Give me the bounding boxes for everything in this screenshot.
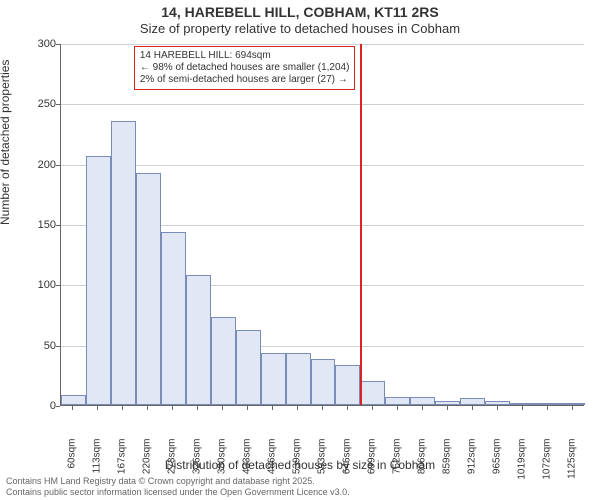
y-tick-mark [56, 406, 60, 407]
histogram-bar [510, 403, 535, 405]
marker-callout: 14 HAREBELL HILL: 694sqm← 98% of detache… [134, 46, 356, 90]
x-tick-mark [472, 406, 473, 410]
chart-title: 14, HAREBELL HILL, COBHAM, KT11 2RS [0, 4, 600, 20]
y-tick-label: 50 [16, 340, 56, 352]
x-tick-label: 113sqm [92, 439, 103, 489]
y-tick-mark [56, 225, 60, 226]
x-tick-label: 752sqm [391, 439, 402, 489]
x-tick-label: 1019sqm [516, 439, 527, 489]
histogram-bar [485, 401, 510, 405]
x-tick-label: 912sqm [466, 439, 477, 489]
histogram-bar [560, 403, 585, 405]
chart-title-block: 14, HAREBELL HILL, COBHAM, KT11 2RS Size… [0, 4, 600, 36]
x-tick-label: 220sqm [142, 439, 153, 489]
x-tick-label: 806sqm [416, 439, 427, 489]
x-tick-label: 380sqm [217, 439, 228, 489]
histogram-bar [61, 395, 86, 405]
x-tick-mark [372, 406, 373, 410]
callout-line: ← 98% of detached houses are smaller (1,… [140, 62, 350, 74]
y-tick-mark [56, 165, 60, 166]
histogram-bar [410, 397, 435, 405]
x-tick-label: 167sqm [117, 439, 128, 489]
x-tick-mark [522, 406, 523, 410]
y-tick-label: 100 [16, 279, 56, 291]
x-tick-mark [447, 406, 448, 410]
y-tick-label: 200 [16, 159, 56, 171]
x-tick-label: 273sqm [167, 439, 178, 489]
x-tick-mark [97, 406, 98, 410]
histogram-bar [360, 381, 385, 405]
histogram-bar [111, 121, 136, 405]
x-tick-mark [272, 406, 273, 410]
x-tick-mark [322, 406, 323, 410]
y-tick-mark [56, 44, 60, 45]
x-tick-label: 1072sqm [541, 439, 552, 489]
histogram-bar [211, 317, 236, 405]
y-tick-label: 150 [16, 219, 56, 231]
x-tick-label: 1125sqm [566, 439, 577, 489]
x-tick-mark [72, 406, 73, 410]
x-tick-mark [497, 406, 498, 410]
x-tick-mark [172, 406, 173, 410]
y-tick-mark [56, 104, 60, 105]
histogram-bar [86, 156, 111, 405]
x-tick-mark [347, 406, 348, 410]
x-tick-label: 60sqm [67, 439, 78, 489]
x-tick-mark [397, 406, 398, 410]
x-tick-mark [147, 406, 148, 410]
histogram-bar [535, 403, 560, 405]
chart-subtitle: Size of property relative to detached ho… [0, 21, 600, 36]
x-tick-mark [222, 406, 223, 410]
x-tick-label: 326sqm [192, 439, 203, 489]
marker-line [360, 44, 362, 405]
x-tick-label: 699sqm [366, 439, 377, 489]
x-tick-label: 859sqm [441, 439, 452, 489]
histogram-bar [435, 401, 460, 405]
histogram-bar [335, 365, 360, 405]
footer-line: Contains public sector information licen… [6, 487, 350, 498]
x-tick-mark [297, 406, 298, 410]
x-tick-label: 486sqm [267, 439, 278, 489]
x-tick-label: 646sqm [341, 439, 352, 489]
histogram-bar [161, 232, 186, 405]
histogram-bar [236, 330, 261, 405]
gridline [61, 44, 584, 45]
gridline [61, 165, 584, 166]
histogram-bar [460, 398, 485, 405]
y-tick-mark [56, 346, 60, 347]
x-tick-label: 539sqm [292, 439, 303, 489]
callout-line: 14 HAREBELL HILL: 694sqm [140, 50, 350, 62]
y-tick-mark [56, 285, 60, 286]
histogram-bar [261, 353, 286, 405]
gridline [61, 104, 584, 105]
histogram-bar [311, 359, 336, 405]
x-tick-mark [197, 406, 198, 410]
x-tick-mark [572, 406, 573, 410]
histogram-bar [286, 353, 311, 405]
x-tick-mark [547, 406, 548, 410]
y-tick-label: 300 [16, 38, 56, 50]
x-tick-label: 593sqm [317, 439, 328, 489]
x-tick-mark [422, 406, 423, 410]
histogram-bar [385, 397, 410, 405]
x-tick-label: 965sqm [491, 439, 502, 489]
histogram-bar [186, 275, 211, 405]
x-tick-mark [122, 406, 123, 410]
y-axis-label: Number of detached properties [0, 60, 12, 225]
histogram-bar [136, 173, 161, 405]
y-tick-label: 250 [16, 98, 56, 110]
x-tick-mark [247, 406, 248, 410]
chart-plot-area: 14 HAREBELL HILL: 694sqm← 98% of detache… [60, 44, 584, 406]
x-tick-label: 433sqm [242, 439, 253, 489]
callout-line: 2% of semi-detached houses are larger (2… [140, 74, 350, 86]
y-tick-label: 0 [16, 400, 56, 412]
